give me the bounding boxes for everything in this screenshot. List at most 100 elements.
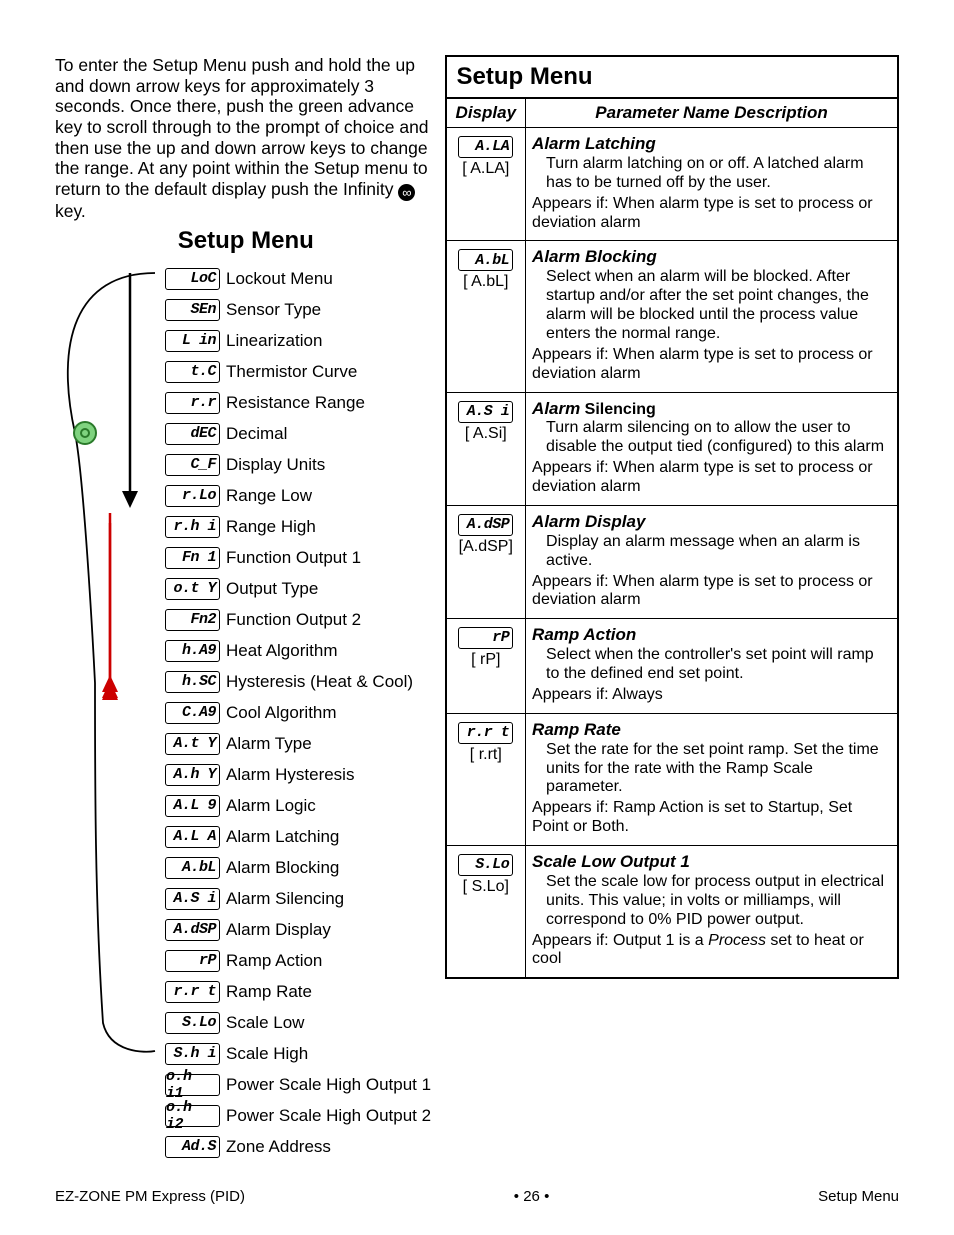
table-row: A.LA[ A.LA]Alarm LatchingTurn alarm latc… [446,128,898,241]
footer: EZ-ZONE PM Express (PID) • 26 • Setup Me… [55,1188,899,1205]
seg-display: SEn [165,299,220,321]
seg-display: h.SC [165,671,220,693]
seg-display: C.A9 [165,702,220,724]
menu-label: Display Units [226,455,325,475]
display-cell: r.r t[ r.rt] [446,713,526,845]
menu-label: Linearization [226,331,322,351]
seg-display: r.h i [165,516,220,538]
menu-item: dECDecimal [165,418,437,449]
menu-item: rP Ramp Action [165,945,437,976]
menu-label: Range High [226,517,316,537]
param-desc: Turn alarm silencing on to allow the use… [532,419,891,457]
param-desc: Select when an alarm will be blocked. Af… [532,268,891,344]
seg-display: A.t Y [165,733,220,755]
menu-item: r.r tRamp Rate [165,976,437,1007]
menu-item: r.LoRange Low [165,480,437,511]
table-row: A.S i[ A.Si]Alarm SilencingTurn alarm si… [446,392,898,505]
seg-display: S.h i [165,1043,220,1065]
param-desc: Select when the controller's set point w… [532,646,891,684]
menu-label: Resistance Range [226,393,365,413]
seg-display: S.Lo [165,1012,220,1034]
param-appears: Appears if: Output 1 is a Process set to… [532,932,891,970]
display-code: [ rP] [453,651,520,670]
menu-label: Thermistor Curve [226,362,357,382]
param-appears: Appears if: When alarm type is set to pr… [532,195,891,233]
menu-item: A.h YAlarm Hysteresis [165,759,437,790]
param-appears: Appears if: When alarm type is set to pr… [532,573,891,611]
param-name: Ramp Action [532,625,891,646]
display-cell: A.dSP[A.dSP] [446,505,526,618]
menu-item: A.t YAlarm Type [165,728,437,759]
menu-label: Power Scale High Output 2 [226,1106,431,1126]
menu-item: o.h i1Power Scale High Output 1 [165,1069,437,1100]
menu-item: S.LoScale Low [165,1007,437,1038]
param-cell: Scale Low Output 1Set the scale low for … [526,846,898,979]
table-row: rP[ rP]Ramp ActionSelect when the contro… [446,619,898,714]
menu-list: LoC Lockout Menu SEn Sensor Type L in Lineari… [165,263,437,1162]
menu-label: Alarm Logic [226,796,316,816]
table-row: S.Lo[ S.Lo]Scale Low Output 1Set the sca… [446,846,898,979]
menu-item: Fn 1Function Output 1 [165,542,437,573]
menu-label: Decimal [226,424,287,444]
seg-display: t.C [165,361,220,383]
seg-display: Fn2 [165,609,220,631]
menu-label: Sensor Type [226,300,321,320]
seg-display: A.dSP [458,514,513,536]
seg-display: A.bL [165,857,220,879]
seg-display: A.h Y [165,764,220,786]
menu-item: h.A9Heat Algorithm [165,635,437,666]
display-code: [ A.Si] [453,425,520,444]
seg-display: r.Lo [165,485,220,507]
menu-item: r.h i Range High [165,511,437,542]
param-desc: Set the rate for the set point ramp. Set… [532,741,891,798]
seg-display: o.h i2 [165,1105,220,1127]
seg-display: A.bL [458,249,513,271]
param-appears: Appears if: Always [532,686,891,705]
menu-item: A.S i Alarm Silencing [165,883,437,914]
display-cell: A.LA[ A.LA] [446,128,526,241]
seg-display: C_F [165,454,220,476]
footer-center: • 26 • [514,1188,550,1205]
seg-display: A.S i [165,888,220,910]
seg-display: r.r [165,392,220,414]
right-column: Setup Menu Display Parameter Name Descri… [445,55,899,1175]
menu-label: Ramp Action [226,951,322,971]
intro-post: key. [55,201,86,221]
seg-display: L in [165,330,220,352]
display-cell: A.bL [ A.bL] [446,241,526,392]
menu-item: A.dSP Alarm Display [165,914,437,945]
seg-display: Fn 1 [165,547,220,569]
menu-item: C_F Display Units [165,449,437,480]
intro-text: To enter the Setup Menu push and hold th… [55,55,437,221]
menu-label: Alarm Silencing [226,889,344,909]
menu-item: SEn Sensor Type [165,294,437,325]
menu-item: S.h iScale High [165,1038,437,1069]
param-name: Scale Low Output 1 [532,852,891,873]
param-appears: Appears if: When alarm type is set to pr… [532,459,891,497]
seg-display: Ad.S [165,1136,220,1158]
menu-item: A.L 9Alarm Logic [165,790,437,821]
param-name: Alarm Blocking [532,247,891,268]
display-code: [ A.bL] [453,273,520,292]
seg-display: A.dSP [165,919,220,941]
param-cell: Alarm DisplayDisplay an alarm message wh… [526,505,898,618]
param-name: Alarm Latching [532,134,891,155]
seg-display: A.L A [165,826,220,848]
menu-label: Zone Address [226,1137,331,1157]
table-row: A.bL [ A.bL] Alarm BlockingSelect when an … [446,241,898,392]
seg-display: LoC [165,268,220,290]
menu-label: Function Output 2 [226,610,361,630]
display-code: [ S.Lo] [453,878,520,897]
menu-label: Lockout Menu [226,269,333,289]
connector-graphic [55,263,165,1053]
param-cell: Alarm BlockingSelect when an alarm will … [526,241,898,392]
display-cell: S.Lo[ S.Lo] [446,846,526,979]
menu-label: Output Type [226,579,318,599]
menu-label: Alarm Display [226,920,331,940]
seg-display: rP [165,950,220,972]
menu-item: t.C Thermistor Curve [165,356,437,387]
seg-display: A.S i [458,401,513,423]
menu-label: Heat Algorithm [226,641,338,661]
footer-left: EZ-ZONE PM Express (PID) [55,1188,245,1205]
menu-label: Alarm Latching [226,827,339,847]
